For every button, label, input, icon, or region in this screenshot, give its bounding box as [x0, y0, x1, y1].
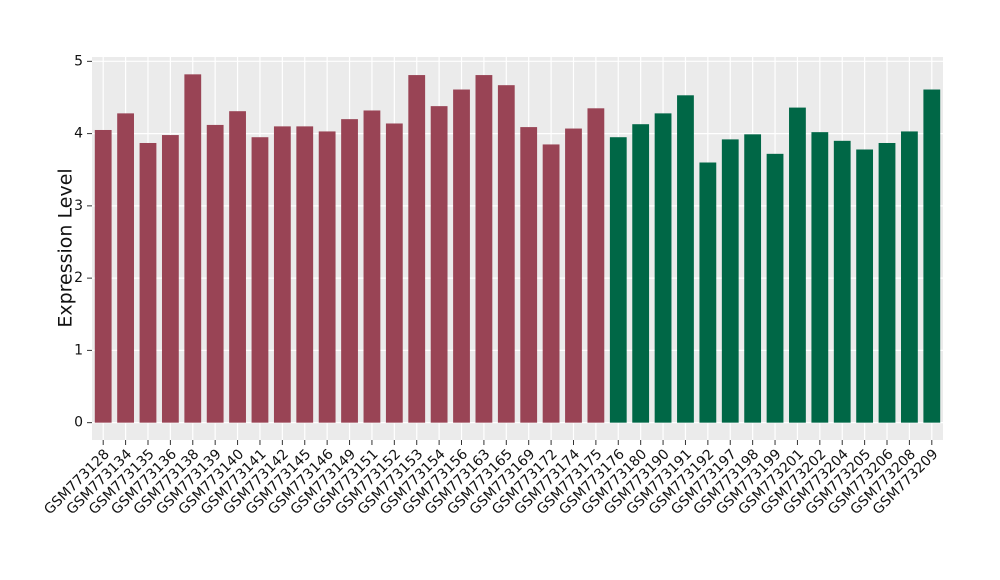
bar — [565, 128, 582, 423]
bar — [229, 111, 246, 423]
bar — [341, 119, 358, 423]
bar — [654, 113, 672, 423]
bar — [632, 124, 650, 423]
bar — [520, 127, 538, 423]
bar — [475, 75, 493, 423]
bar — [117, 113, 134, 423]
bar — [721, 139, 739, 423]
bar — [251, 137, 269, 423]
bar — [811, 132, 829, 423]
bar — [363, 110, 381, 423]
bar — [318, 131, 336, 423]
bar — [878, 142, 896, 423]
bar — [453, 89, 470, 423]
bar — [385, 123, 403, 423]
bar — [273, 126, 291, 423]
bar — [833, 140, 851, 423]
y-tick-label: 4 — [74, 126, 83, 142]
bar — [699, 162, 717, 423]
bar — [206, 124, 224, 423]
bar — [901, 131, 918, 423]
bar — [766, 153, 784, 423]
bar — [587, 108, 605, 423]
bar — [139, 142, 157, 423]
y-tick-label: 5 — [74, 53, 83, 69]
bar — [609, 137, 627, 423]
y-axis-title: Expression Level — [55, 168, 77, 327]
bar — [856, 149, 874, 423]
y-tick-label: 1 — [74, 342, 83, 358]
y-tick-label: 0 — [74, 415, 83, 431]
bar — [677, 95, 694, 423]
bar — [161, 135, 179, 423]
y-tick-label: 3 — [74, 198, 83, 214]
bar — [430, 106, 448, 423]
bar — [184, 74, 202, 423]
bar — [408, 75, 426, 423]
bar — [789, 107, 806, 423]
bar — [94, 129, 112, 423]
bar — [744, 134, 762, 423]
bar — [542, 144, 560, 423]
bar — [296, 126, 314, 423]
y-tick-label: 2 — [74, 270, 83, 286]
bar — [923, 89, 941, 423]
bar — [497, 85, 515, 423]
